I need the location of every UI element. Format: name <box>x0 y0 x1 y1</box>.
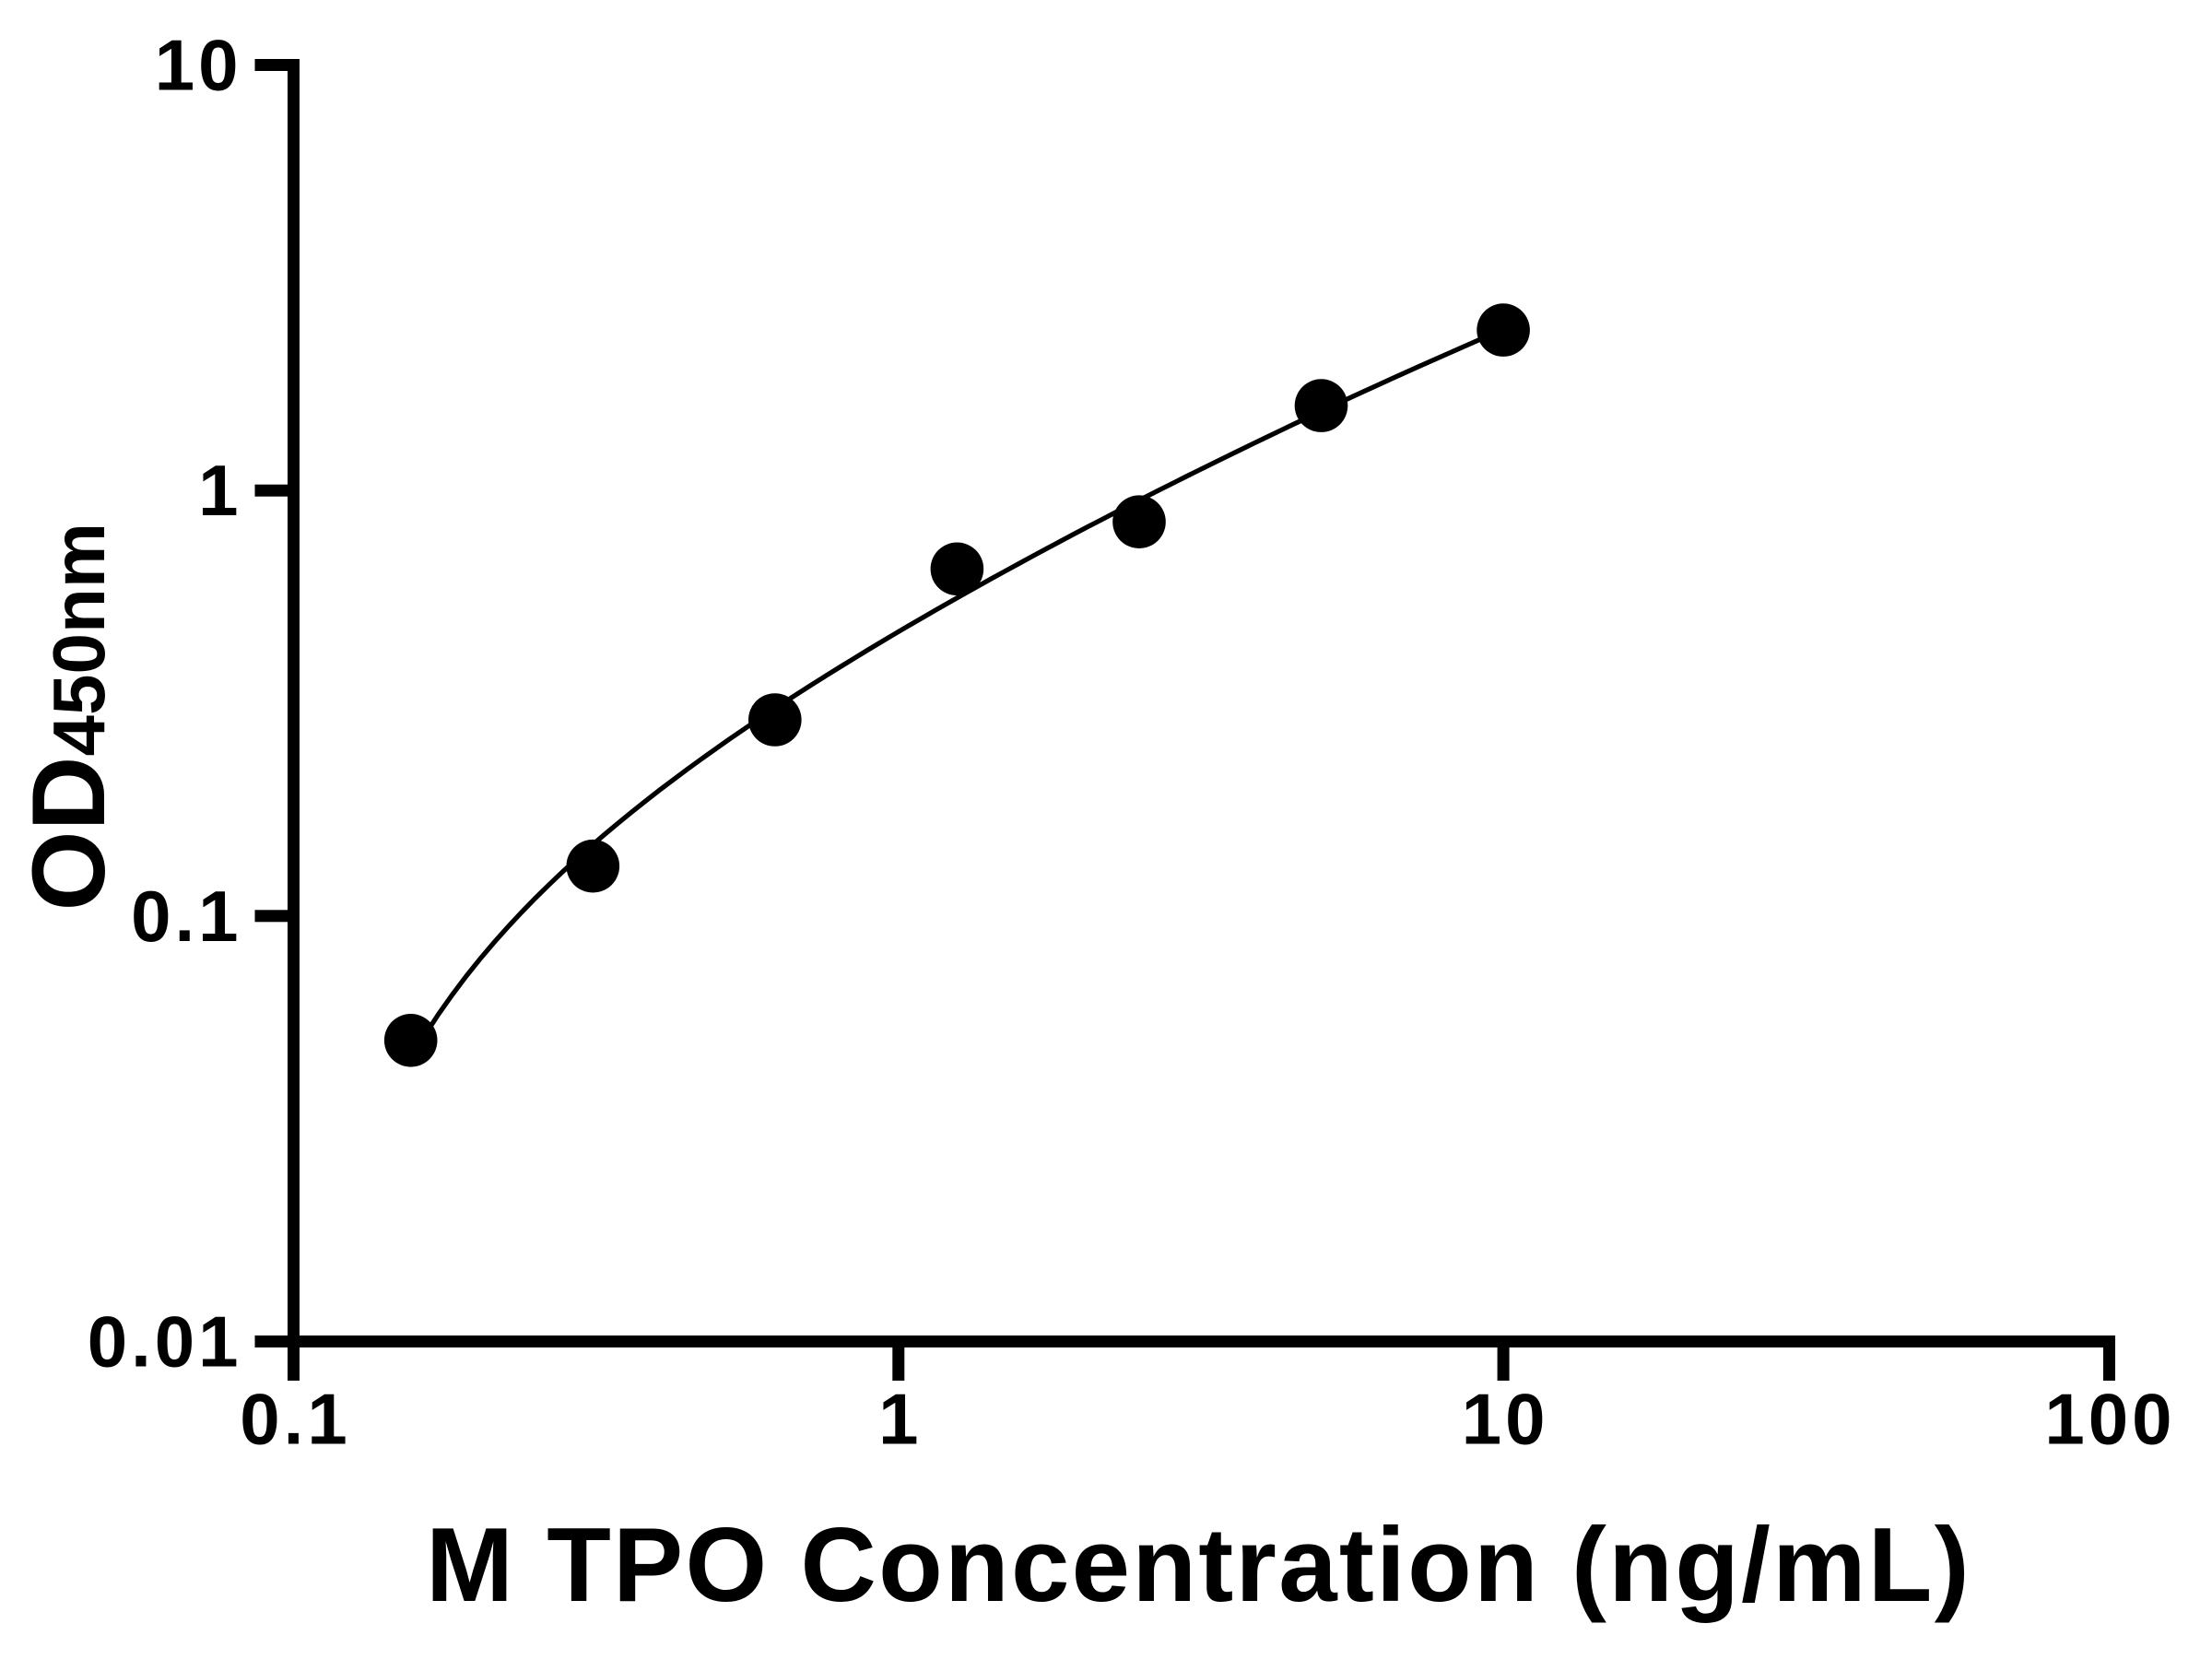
svg-text:0.1: 0.1 <box>131 876 241 957</box>
svg-text:100: 100 <box>2044 1379 2175 1460</box>
svg-text:M TPO Concentration (ng/mL): M TPO Concentration (ng/mL) <box>426 1507 1971 1624</box>
svg-text:10: 10 <box>155 25 242 106</box>
svg-text:0.1: 0.1 <box>240 1379 350 1460</box>
svg-text:0.01: 0.01 <box>88 1301 242 1382</box>
svg-text:1: 1 <box>198 450 241 531</box>
svg-text:1: 1 <box>878 1379 922 1460</box>
svg-text:10: 10 <box>1462 1379 1549 1460</box>
svg-text:OD450nm: OD450nm <box>11 523 126 911</box>
